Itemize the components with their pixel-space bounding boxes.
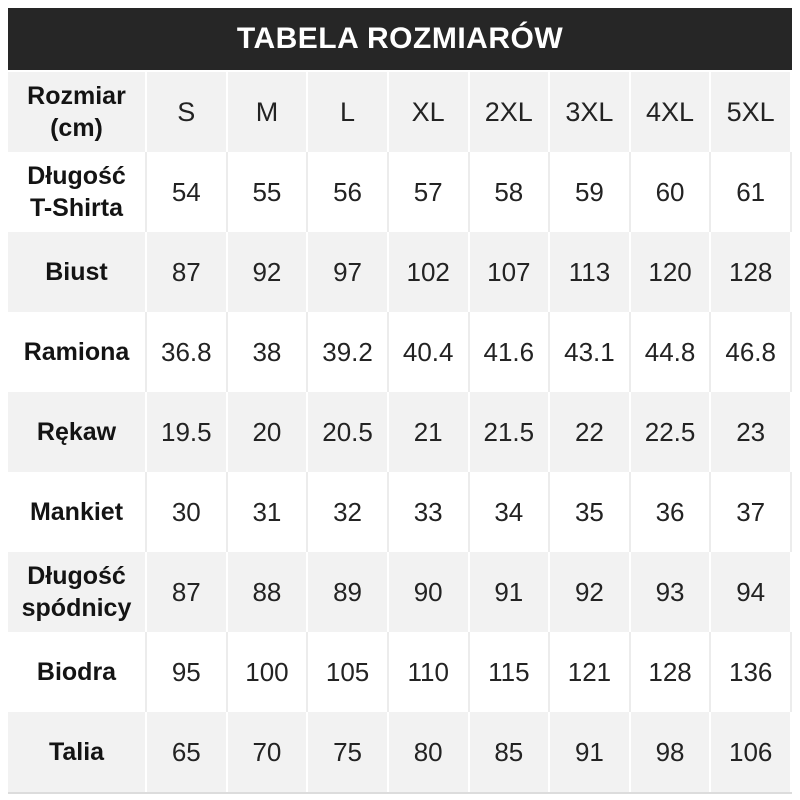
value-cell: 110	[388, 632, 470, 712]
row-label: Długość spódnicy	[8, 552, 147, 632]
value-cell: 54	[147, 152, 228, 232]
value-cell: 87	[147, 552, 228, 632]
value-cell: 60	[630, 152, 712, 232]
size-header-l: L	[308, 72, 389, 152]
value-cell: 22.5	[630, 392, 712, 472]
row-label: Talia	[8, 712, 147, 792]
value-cell: 115	[469, 632, 551, 712]
value-cell: 21.5	[469, 392, 551, 472]
size-header-5xl: 5XL	[711, 72, 792, 152]
value-cell: 43.1	[550, 312, 631, 392]
value-cell: 93	[630, 552, 712, 632]
row-label: Biodra	[8, 632, 147, 712]
value-cell: 98	[630, 712, 712, 792]
value-cell: 32	[308, 472, 389, 552]
value-cell: 30	[147, 472, 228, 552]
value-cell: 136	[711, 632, 792, 712]
value-cell: 65	[147, 712, 228, 792]
value-cell: 38	[227, 312, 309, 392]
value-cell: 87	[147, 232, 228, 312]
value-cell: 89	[308, 552, 389, 632]
size-header-m: M	[227, 72, 309, 152]
value-cell: 22	[550, 392, 631, 472]
value-cell: 39.2	[308, 312, 389, 392]
value-cell: 35	[550, 472, 631, 552]
row-ramiona: Ramiona 36.8 38 39.2 40.4 41.6 43.1 44.8…	[8, 312, 792, 392]
size-header-s: S	[147, 72, 228, 152]
corner-header-line2: (cm)	[50, 114, 103, 142]
value-cell: 37	[711, 472, 792, 552]
row-mankiet: Mankiet 30 31 32 33 34 35 36 37	[8, 472, 792, 552]
value-cell: 57	[388, 152, 470, 232]
value-cell: 88	[227, 552, 309, 632]
value-cell: 40.4	[388, 312, 470, 392]
value-cell: 85	[469, 712, 551, 792]
value-cell: 70	[227, 712, 309, 792]
value-cell: 55	[227, 152, 309, 232]
row-label: Mankiet	[8, 472, 147, 552]
row-label: Rękaw	[8, 392, 147, 472]
value-cell: 59	[550, 152, 631, 232]
value-cell: 91	[469, 552, 551, 632]
row-dlugosc-t-shirta: Długość T-Shirta 54 55 56 57 58 59 60 61	[8, 152, 792, 232]
corner-header-cell: Rozmiar (cm)	[8, 72, 147, 152]
value-cell: 121	[550, 632, 631, 712]
row-dlugosc-spodnicy: Długość spódnicy 87 88 89 90 91 92 93 94	[8, 552, 792, 632]
size-chart-container: TABELA ROZMIARÓW Rozmiar (cm) S M L XL 2…	[8, 8, 792, 794]
value-cell: 80	[388, 712, 470, 792]
row-label: Biust	[8, 232, 147, 312]
row-talia: Talia 65 70 75 80 85 91 98 106	[8, 712, 792, 792]
value-cell: 44.8	[630, 312, 712, 392]
value-cell: 97	[308, 232, 389, 312]
row-label: Długość T-Shirta	[8, 152, 147, 232]
row-label: Ramiona	[8, 312, 147, 392]
value-cell: 100	[227, 632, 309, 712]
value-cell: 106	[711, 712, 792, 792]
value-cell: 31	[227, 472, 309, 552]
value-cell: 128	[630, 632, 712, 712]
size-header-3xl: 3XL	[550, 72, 631, 152]
value-cell: 61	[711, 152, 792, 232]
value-cell: 36	[630, 472, 712, 552]
value-cell: 19.5	[147, 392, 228, 472]
value-cell: 90	[388, 552, 470, 632]
value-cell: 105	[308, 632, 389, 712]
size-header-4xl: 4XL	[630, 72, 712, 152]
value-cell: 92	[550, 552, 631, 632]
value-cell: 128	[711, 232, 792, 312]
row-biust: Biust 87 92 97 102 107 113 120 128	[8, 232, 792, 312]
value-cell: 21	[388, 392, 470, 472]
value-cell: 107	[469, 232, 551, 312]
value-cell: 20.5	[308, 392, 389, 472]
value-cell: 120	[630, 232, 712, 312]
value-cell: 33	[388, 472, 470, 552]
value-cell: 20	[227, 392, 309, 472]
value-cell: 75	[308, 712, 389, 792]
value-cell: 95	[147, 632, 228, 712]
table-title: TABELA ROZMIARÓW	[236, 22, 564, 55]
value-cell: 94	[711, 552, 792, 632]
value-cell: 34	[469, 472, 551, 552]
value-cell: 56	[308, 152, 389, 232]
size-header-xl: XL	[388, 72, 470, 152]
corner-header-line1: Rozmiar	[27, 81, 126, 110]
value-cell: 91	[550, 712, 631, 792]
value-cell: 23	[711, 392, 792, 472]
table-title-bar: TABELA ROZMIARÓW	[8, 8, 792, 70]
value-cell: 58	[469, 152, 551, 232]
value-cell: 102	[388, 232, 470, 312]
size-table: Rozmiar (cm) S M L XL 2XL 3XL 4XL 5XL Dł…	[8, 72, 792, 794]
value-cell: 46.8	[711, 312, 792, 392]
value-cell: 92	[227, 232, 309, 312]
value-cell: 36.8	[147, 312, 228, 392]
value-cell: 41.6	[469, 312, 551, 392]
size-header-2xl: 2XL	[469, 72, 551, 152]
row-biodra: Biodra 95 100 105 110 115 121 128 136	[8, 632, 792, 712]
row-rekaw: Rękaw 19.5 20 20.5 21 21.5 22 22.5 23	[8, 392, 792, 472]
value-cell: 113	[550, 232, 631, 312]
header-row: Rozmiar (cm) S M L XL 2XL 3XL 4XL 5XL	[8, 72, 792, 152]
